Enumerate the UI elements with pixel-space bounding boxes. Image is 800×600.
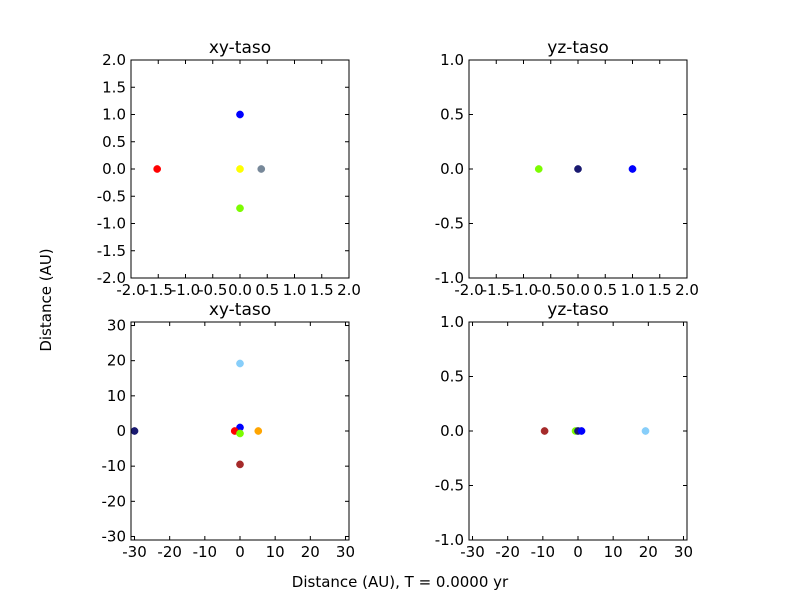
x-tick-label: 2.0 bbox=[337, 281, 361, 299]
y-tick-label: -0.5 bbox=[97, 187, 126, 205]
x-tick-label: 20 bbox=[301, 543, 320, 561]
x-tick-label: -1.5 bbox=[482, 281, 511, 299]
y-tick-label: -20 bbox=[102, 492, 127, 510]
data-point bbox=[574, 165, 582, 173]
axes-frame bbox=[468, 321, 688, 541]
x-tick-label: 1.0 bbox=[283, 281, 307, 299]
data-point bbox=[236, 110, 244, 119]
x-tick-label: -2.0 bbox=[454, 281, 483, 299]
x-tick-label: 0.5 bbox=[593, 281, 617, 299]
subplots: -2.0-1.5-1.0-0.5 0.0 0.5 1.0 1.5 2.0-2.0-1.5-… bbox=[97, 38, 699, 561]
data-point bbox=[236, 359, 244, 368]
x-tick-label: -1.0 bbox=[509, 281, 538, 299]
figure-ylabel: Distance (AU) bbox=[37, 248, 55, 351]
y-tick-label: -1.0 bbox=[435, 269, 464, 287]
x-tick-label: -10 bbox=[193, 543, 218, 561]
x-tick-label: 2.0 bbox=[675, 281, 699, 299]
figure-xlabel: Distance (AU), T = 0.0000 yr bbox=[292, 573, 509, 591]
x-tick-label: 10 bbox=[604, 543, 623, 561]
y-tick-label: 0.5 bbox=[440, 106, 464, 124]
x-tick-label: -20 bbox=[157, 543, 182, 561]
y-tick-label: 1.0 bbox=[102, 106, 126, 124]
x-tick-label: -10 bbox=[531, 543, 556, 561]
y-tick-label: -0.5 bbox=[435, 215, 464, 233]
subplot-4: -30 -20 -10 0 10 20 30 -1.0 -0.5 0.0 0.5 1.0 yz-taso bbox=[435, 300, 693, 561]
y-tick-label: 0 bbox=[116, 422, 126, 440]
y-tick-label: 1.0 bbox=[440, 313, 464, 331]
x-tick-label: -30 bbox=[122, 543, 147, 561]
data-point bbox=[153, 165, 162, 173]
subplot-3: -30 -20 -10 0 10 20 30 -30 -20 -10 0 10 20 30 xy-taso bbox=[102, 300, 356, 561]
x-tick-label: -20 bbox=[495, 543, 520, 561]
y-tick-label: -30 bbox=[102, 527, 127, 545]
x-tick-label: -1.5 bbox=[144, 281, 173, 299]
data-point bbox=[534, 165, 543, 173]
y-tick-label: 0.0 bbox=[440, 160, 464, 178]
y-tick-label: 10 bbox=[107, 387, 126, 405]
y-tick-label: -1.0 bbox=[97, 215, 126, 233]
data-point bbox=[236, 460, 244, 469]
x-tick-label: 1.5 bbox=[648, 281, 672, 299]
x-tick-label: -2.0 bbox=[116, 281, 145, 299]
y-tick-label: -0.5 bbox=[435, 477, 464, 495]
data-point bbox=[257, 165, 266, 173]
y-tick-label: 0.5 bbox=[440, 368, 464, 386]
x-tick-label: -0.5 bbox=[536, 281, 565, 299]
x-tick-label: 0.0 bbox=[566, 281, 590, 299]
y-tick-label: 30 bbox=[107, 317, 126, 335]
x-tick-label: 0 bbox=[235, 543, 245, 561]
x-tick-label: 20 bbox=[639, 543, 658, 561]
x-tick-label: 1.5 bbox=[310, 281, 334, 299]
data-point bbox=[254, 427, 263, 435]
y-tick-label: 0.0 bbox=[102, 160, 126, 178]
y-tick-label: 1.0 bbox=[440, 51, 464, 69]
y-tick-label: 0.0 bbox=[440, 422, 464, 440]
x-tick-label: 1.0 bbox=[621, 281, 645, 299]
subplot-2: -2.0-1.5-1.0-0.5 0.0 0.5 1.0 1.5 2.0-1.0-0.50… bbox=[435, 38, 699, 299]
y-tick-label: -10 bbox=[102, 457, 127, 475]
data-point bbox=[577, 427, 586, 435]
y-tick-label: -1.5 bbox=[97, 242, 126, 260]
y-tick-label: -1.0 bbox=[435, 531, 464, 549]
y-tick-label: 2.0 bbox=[102, 51, 126, 69]
data-point bbox=[540, 427, 549, 435]
subplot-1: -2.0-1.5-1.0-0.5 0.0 0.5 1.0 1.5 2.0-2.0-1.5-… bbox=[97, 38, 361, 299]
data-point bbox=[236, 204, 244, 213]
axes-frame bbox=[130, 321, 350, 541]
data-point bbox=[641, 427, 650, 435]
data-point bbox=[236, 165, 244, 173]
x-tick-label: 0 bbox=[573, 543, 583, 561]
data-point bbox=[628, 165, 637, 173]
x-tick-label: 0.0 bbox=[228, 281, 252, 299]
subplot-title: xy-taso bbox=[209, 38, 271, 58]
x-tick-label: -1.0 bbox=[171, 281, 200, 299]
subplot-title: yz-taso bbox=[547, 38, 608, 58]
x-tick-label: -0.5 bbox=[198, 281, 227, 299]
x-tick-label: 30 bbox=[674, 543, 693, 561]
x-tick-label: 30 bbox=[336, 543, 355, 561]
y-tick-label: 1.5 bbox=[102, 78, 126, 96]
y-tick-label: -2.0 bbox=[97, 269, 126, 287]
x-tick-label: 10 bbox=[266, 543, 285, 561]
y-tick-label: 20 bbox=[107, 352, 126, 370]
axes-frame bbox=[130, 59, 350, 279]
data-point bbox=[130, 427, 139, 435]
subplot-title: yz-taso bbox=[547, 300, 608, 320]
data-point bbox=[236, 429, 244, 438]
subplot-title: xy-taso bbox=[209, 300, 271, 320]
axes-frame bbox=[468, 59, 688, 279]
x-tick-label: -30 bbox=[460, 543, 485, 561]
x-tick-label: 0.5 bbox=[255, 281, 279, 299]
y-tick-label: 0.5 bbox=[102, 133, 126, 151]
